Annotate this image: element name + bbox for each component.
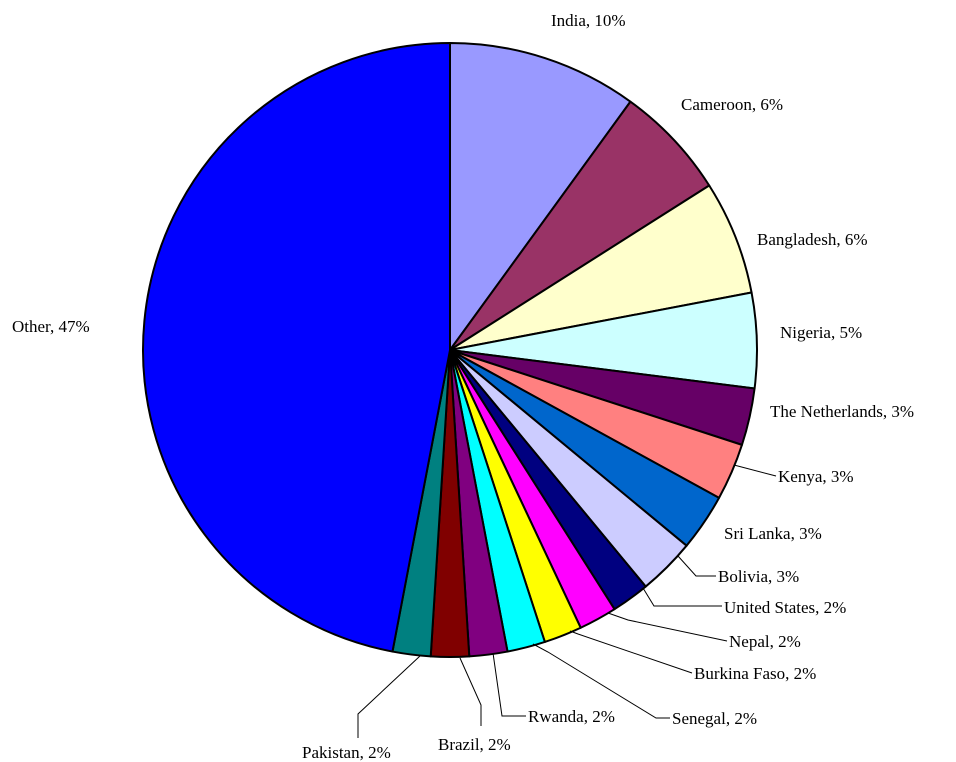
slice-label-bolivia: Bolivia, 3% xyxy=(718,567,799,586)
leader-line-senegal xyxy=(532,643,670,719)
leader-line-kenya xyxy=(733,464,777,477)
slice-label-rwanda: Rwanda, 2% xyxy=(528,707,615,726)
slice-india xyxy=(449,42,632,351)
leader-lines xyxy=(357,464,777,738)
leader-line-nepal xyxy=(607,612,728,642)
slice-label-nigeria: Nigeria, 5% xyxy=(780,323,862,342)
slice-label-pakistan: Pakistan, 2% xyxy=(302,743,391,762)
leader-line-pakistan xyxy=(357,655,421,738)
slice-label-the-netherlands: The Netherlands, 3% xyxy=(770,402,914,421)
slice-label-united-states: United States, 2% xyxy=(724,598,846,617)
leader-line-rwanda xyxy=(492,652,526,717)
slice-label-india: India, 10% xyxy=(551,11,626,30)
slice-label-kenya: Kenya, 3% xyxy=(778,467,854,486)
slice-label-bangladesh: Bangladesh, 6% xyxy=(757,230,867,249)
leader-line-burkina-faso xyxy=(569,630,693,674)
slice-label-other: Other, 47% xyxy=(12,317,90,336)
slice-label-sri-lanka: Sri Lanka, 3% xyxy=(724,524,822,543)
leader-line-brazil xyxy=(459,657,482,726)
slice-labels: India, 10% Cameroon, 6% Bangladesh, 6% Nige… xyxy=(12,11,914,762)
leader-line-bolivia xyxy=(677,555,716,577)
slice-label-brazil: Brazil, 2% xyxy=(438,735,511,754)
slice-label-burkina-faso: Burkina Faso, 2% xyxy=(694,664,816,683)
slice-label-cameroon: Cameroon, 6% xyxy=(681,95,783,114)
slice-label-senegal: Senegal, 2% xyxy=(672,709,757,728)
leader-line-united-states xyxy=(642,587,722,607)
pie-slices xyxy=(142,42,758,658)
slice-label-nepal: Nepal, 2% xyxy=(729,632,801,651)
slice-other xyxy=(142,42,451,653)
